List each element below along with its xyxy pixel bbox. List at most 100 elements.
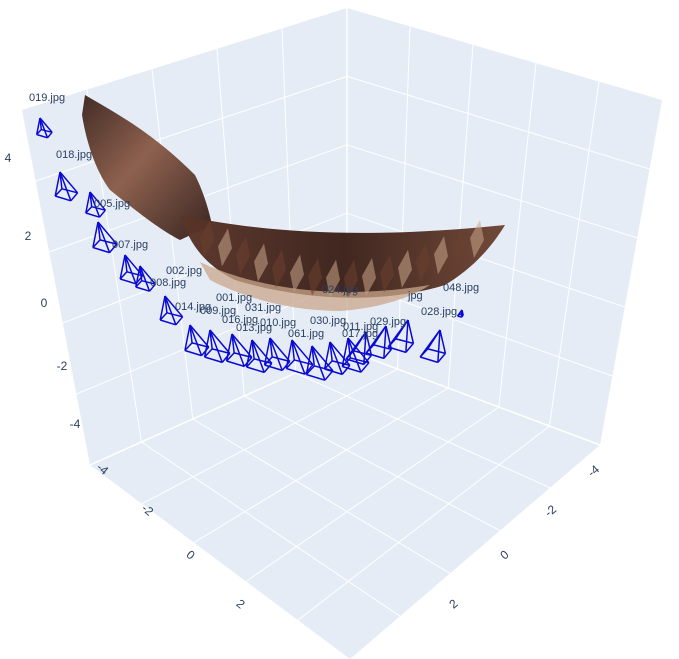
camera-label: 061.jpg bbox=[288, 328, 324, 340]
frustum-edge bbox=[269, 337, 291, 362]
x-tick-label: 0 bbox=[184, 547, 198, 562]
frustum-edge bbox=[251, 339, 255, 359]
frustum-edge bbox=[264, 356, 273, 366]
grid-line bbox=[35, 75, 348, 182]
frustum-edge bbox=[54, 171, 61, 197]
frustum-edge bbox=[175, 316, 184, 326]
camera-frustum[interactable] bbox=[35, 117, 53, 139]
frustum-edge bbox=[347, 337, 370, 364]
z-tick-label: -2 bbox=[57, 359, 68, 373]
frustum-edge bbox=[99, 239, 117, 245]
camera-frustum[interactable] bbox=[263, 337, 291, 372]
grid-line bbox=[192, 418, 451, 574]
frustum-edge bbox=[59, 171, 72, 202]
frustum-edge bbox=[246, 366, 265, 374]
camera-labels: 019.jpg 018.jpg 005.jpg 007.jpg 002.jpg … bbox=[29, 92, 479, 340]
frustum-edge bbox=[119, 278, 137, 285]
frustum-edge bbox=[141, 279, 156, 285]
frustum-edge bbox=[148, 283, 156, 292]
image-tile bbox=[470, 220, 484, 258]
frustum-edge bbox=[209, 329, 223, 363]
box-edge bbox=[346, 349, 601, 446]
frustum-edge bbox=[46, 131, 53, 139]
frustum-edge bbox=[439, 329, 447, 354]
image-surface-upper bbox=[82, 95, 212, 240]
frustum-edge bbox=[108, 243, 118, 254]
frustum-edge bbox=[427, 348, 446, 355]
camera-frustum[interactable] bbox=[305, 345, 334, 381]
image-tile bbox=[254, 243, 268, 282]
frustum-edge bbox=[225, 333, 233, 362]
frustum-edge bbox=[204, 356, 223, 364]
image-tile bbox=[326, 259, 340, 298]
frustum-edge bbox=[135, 286, 150, 292]
frustum-edge bbox=[89, 191, 106, 211]
frustum-edge bbox=[305, 365, 315, 376]
frustum-edge bbox=[311, 345, 316, 367]
frustum-edge bbox=[159, 319, 177, 326]
camera-frustums[interactable] bbox=[35, 117, 464, 381]
camera-label: 013.jpg bbox=[236, 322, 272, 334]
camera-label: 019.jpg bbox=[29, 92, 65, 104]
image-tile bbox=[218, 228, 232, 267]
image-tile bbox=[398, 249, 412, 288]
grid-line bbox=[447, 44, 474, 389]
camera-label: 017.jpg bbox=[342, 328, 378, 340]
frustum-edge bbox=[36, 129, 42, 136]
frustum-edge bbox=[353, 331, 367, 352]
grid-line bbox=[216, 48, 245, 397]
camera-frustum[interactable] bbox=[54, 171, 79, 202]
frustum-edge bbox=[135, 280, 143, 288]
y-tick-label: 2 bbox=[446, 596, 460, 611]
camera-frustum[interactable] bbox=[135, 265, 156, 292]
frustum-edge bbox=[271, 356, 290, 363]
frustum-edge bbox=[305, 345, 313, 375]
camera-frustum[interactable] bbox=[85, 191, 106, 218]
camera-frustum[interactable] bbox=[159, 295, 184, 326]
grid-line bbox=[245, 406, 500, 582]
grid-line bbox=[281, 28, 297, 374]
camera-frustum[interactable] bbox=[345, 331, 373, 366]
grid-line bbox=[397, 26, 411, 370]
frustum-edge bbox=[231, 333, 245, 367]
frustum-edge bbox=[251, 339, 273, 364]
frustum-edge bbox=[281, 360, 291, 371]
frustum-edge bbox=[253, 358, 272, 365]
camera-label: 029.jpg bbox=[370, 316, 406, 328]
frustum-edge bbox=[324, 368, 343, 376]
camera-frustum[interactable] bbox=[203, 329, 231, 364]
camera-label: 018.jpg bbox=[56, 149, 92, 161]
frustum-edge bbox=[39, 117, 53, 133]
camera-frustum[interactable] bbox=[387, 319, 415, 354]
frustum-edge bbox=[39, 117, 43, 130]
frustum-edge bbox=[419, 356, 439, 364]
camera-frustum[interactable] bbox=[245, 339, 273, 374]
frustum-edge bbox=[291, 339, 306, 375]
camera-frustum[interactable] bbox=[341, 337, 370, 373]
frustum-edge bbox=[395, 319, 409, 340]
frustum-edge bbox=[184, 324, 191, 351]
frustum-edge bbox=[85, 191, 91, 214]
z-tick-label: 0 bbox=[41, 296, 48, 310]
frustum-edge bbox=[311, 345, 334, 372]
camera-frustum[interactable] bbox=[456, 309, 464, 318]
frustum-edge bbox=[135, 265, 141, 288]
camera-frustum[interactable] bbox=[184, 324, 210, 357]
frustum-edge bbox=[159, 295, 166, 321]
frustum-edge bbox=[126, 271, 143, 277]
frustum-edge bbox=[70, 192, 79, 202]
camera-label: jpg bbox=[407, 290, 423, 302]
frustum-edge bbox=[189, 324, 203, 356]
frustum-edge bbox=[407, 319, 415, 344]
frustum-edge bbox=[97, 221, 111, 253]
frustum-edge bbox=[437, 329, 441, 363]
camera-frustum[interactable] bbox=[92, 221, 118, 254]
camera-label: 014.jpg bbox=[175, 301, 211, 313]
frustum-edge bbox=[98, 209, 106, 218]
camera-frustum[interactable] bbox=[419, 329, 447, 364]
grid-line bbox=[297, 425, 550, 621]
z-tick-label: 4 bbox=[5, 151, 12, 165]
image-surface-lower bbox=[200, 262, 430, 311]
frustum-edge bbox=[383, 348, 392, 359]
